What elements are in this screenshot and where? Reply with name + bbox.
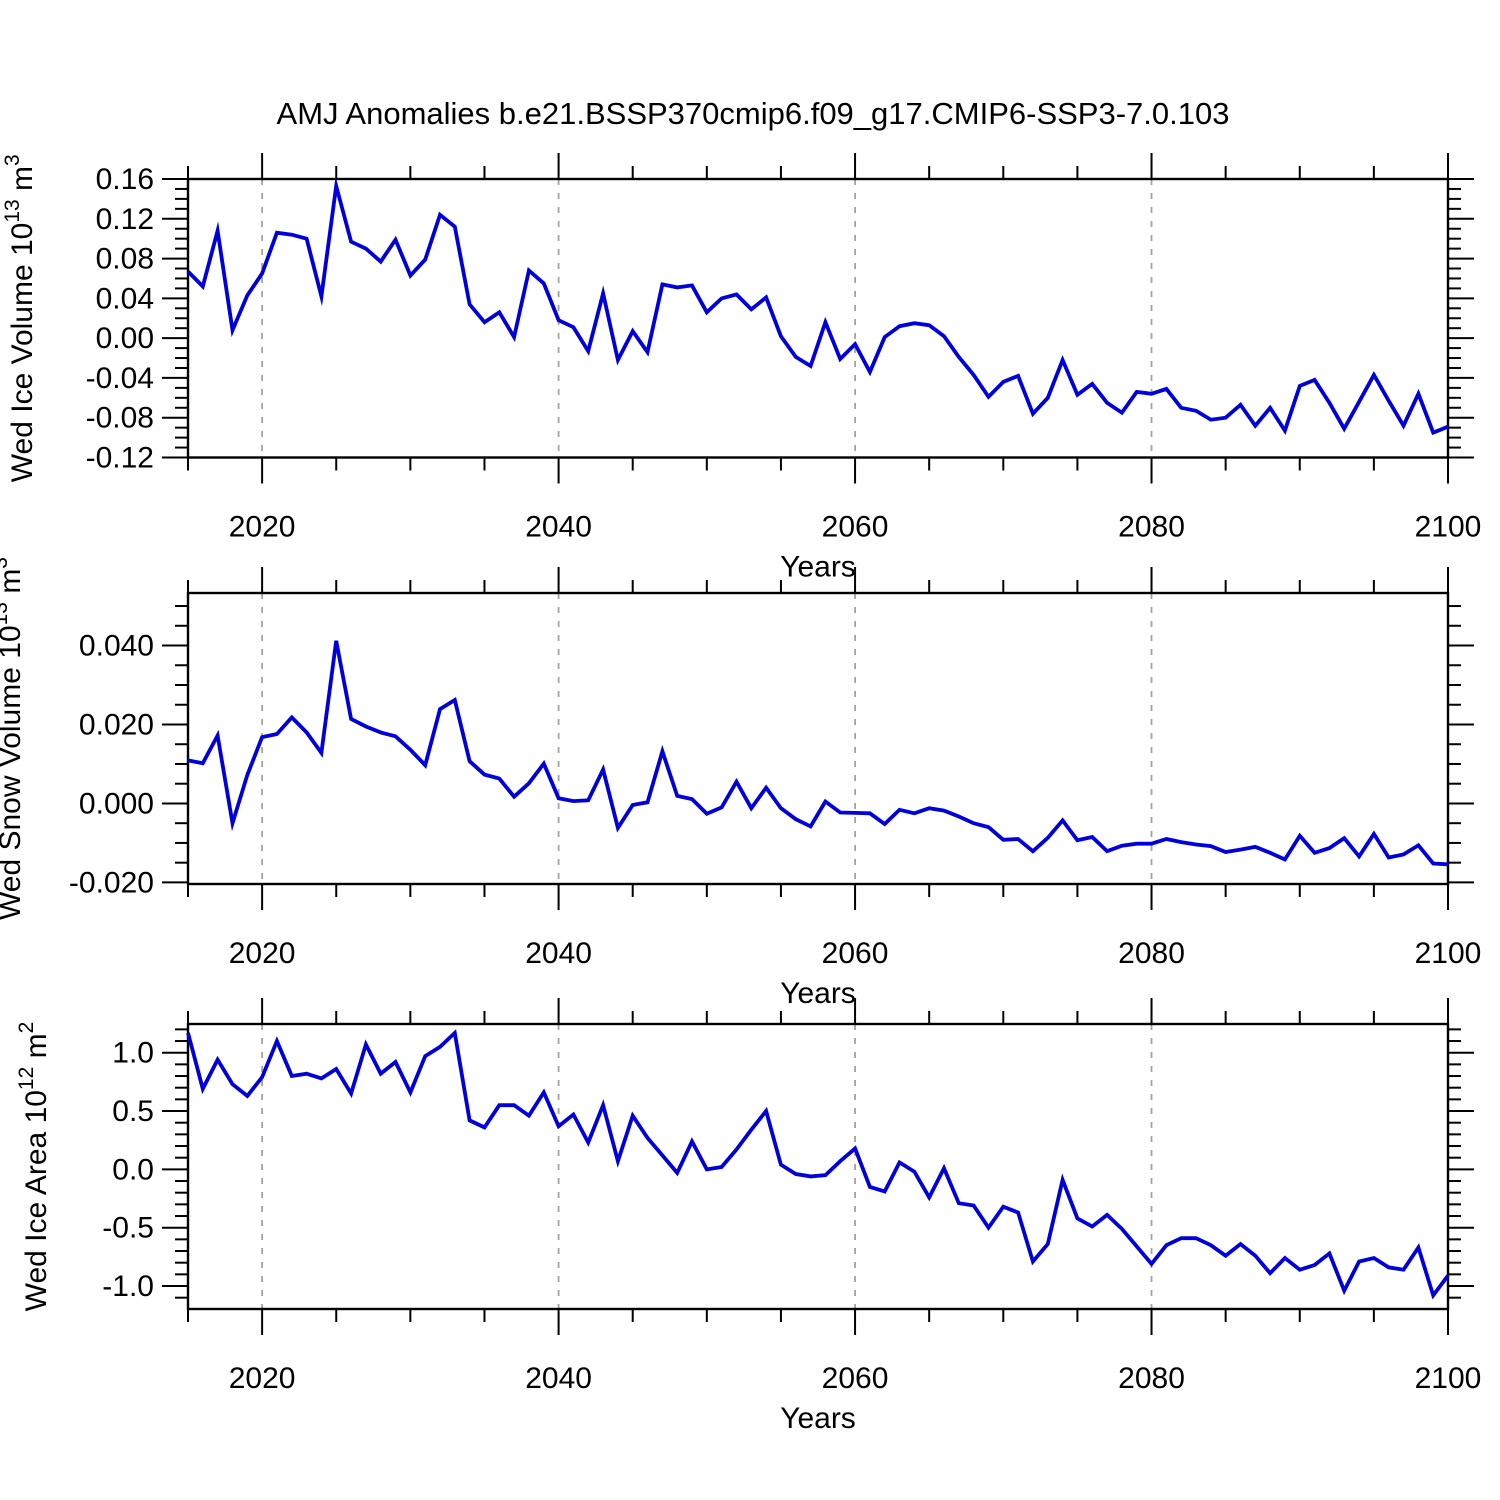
y-tick-label: 0.04 <box>96 282 154 315</box>
x-tick-label: 2040 <box>525 511 592 544</box>
y-tick-labels: 0.16 0.12 0.08 0.04 0.00 -0.04 -0.08 -0.12 <box>86 163 154 475</box>
y-tick-label: -0.5 <box>102 1212 154 1245</box>
x-tick-label: 2060 <box>822 937 889 970</box>
y-tick-label: 0.000 <box>79 787 154 820</box>
x-tick-label: 2080 <box>1118 937 1185 970</box>
x-axis-title: Years <box>780 1402 856 1435</box>
plot-frame <box>186 177 1450 459</box>
x-tick-label: 2060 <box>822 511 889 544</box>
x-tick-labels: 2020 2040 2060 2080 2100 <box>229 1362 1482 1395</box>
x-tick-label: 2100 <box>1415 511 1482 544</box>
plot-frame <box>186 591 1450 886</box>
y-axis-ticks <box>162 1028 1474 1299</box>
ice-area-panel: 1.0 0.5 0.0 -0.5 -1.0 2020 2040 2060 2080 2100 Yea… <box>15 998 1481 1435</box>
x-tick-label: 2100 <box>1415 1362 1482 1395</box>
y-axis-ticks <box>162 605 1474 884</box>
y-tick-labels: 0.040 0.020 0.000 -0.020 <box>69 630 154 900</box>
y-tick-label: 0.08 <box>96 243 154 276</box>
wed-ice-volume-line <box>186 176 1449 436</box>
y-tick-label: 0.00 <box>96 322 154 355</box>
x-tick-labels: 2020 2040 2060 2080 2100 <box>229 937 1482 970</box>
x-tick-label: 2080 <box>1118 511 1185 544</box>
y-axis-title: Wed Snow Volume 1013 m3 <box>0 557 27 920</box>
y-axis-title: Wed Ice Volume 1013 m3 <box>1 154 39 482</box>
y-tick-label: 0.040 <box>79 630 154 663</box>
x-tick-label: 2020 <box>229 1362 296 1395</box>
chart-title: AMJ Anomalies b.e21.BSSP370cmip6.f09_g17… <box>277 96 1230 131</box>
x-tick-label: 2020 <box>229 511 296 544</box>
wed-snow-volume-line <box>187 640 1449 867</box>
x-axis-ticks <box>187 567 1449 910</box>
x-tick-labels: 2020 2040 2060 2080 2100 <box>229 511 1482 544</box>
x-axis-title: Years <box>780 977 856 1010</box>
y-tick-label: -0.020 <box>69 866 154 899</box>
y-tick-label: 0.020 <box>79 708 154 741</box>
x-axis-title: Years <box>780 551 856 584</box>
y-tick-label: 0.0 <box>112 1153 154 1186</box>
y-tick-label: -0.08 <box>86 402 154 435</box>
x-axis-ticks <box>187 998 1449 1335</box>
snow-volume-panel: 0.040 0.020 0.000 -0.020 2020 2040 2060 2080 210… <box>0 557 1481 1010</box>
wed-ice-area-line <box>186 1029 1450 1300</box>
x-tick-label: 2060 <box>822 1362 889 1395</box>
y-tick-label: 1.0 <box>112 1037 154 1070</box>
plot-frame <box>186 1022 1450 1311</box>
y-tick-label: 0.16 <box>96 163 154 196</box>
y-tick-label: 0.12 <box>96 203 154 236</box>
y-tick-label: -0.12 <box>86 442 154 475</box>
y-tick-label: -0.04 <box>86 362 154 395</box>
y-axis-ticks <box>162 178 1474 459</box>
x-tick-label: 2100 <box>1415 937 1482 970</box>
y-tick-labels: 1.0 0.5 0.0 -0.5 -1.0 <box>102 1037 154 1303</box>
x-tick-label: 2040 <box>525 937 592 970</box>
x-tick-label: 2020 <box>229 937 296 970</box>
x-tick-label: 2040 <box>525 1362 592 1395</box>
y-tick-label: 0.5 <box>112 1095 154 1128</box>
x-axis-ticks <box>187 153 1449 484</box>
y-tick-label: -1.0 <box>102 1270 154 1303</box>
y-axis-title: Wed Ice Area 1012 m2 <box>15 1022 53 1312</box>
x-tick-label: 2080 <box>1118 1362 1185 1395</box>
